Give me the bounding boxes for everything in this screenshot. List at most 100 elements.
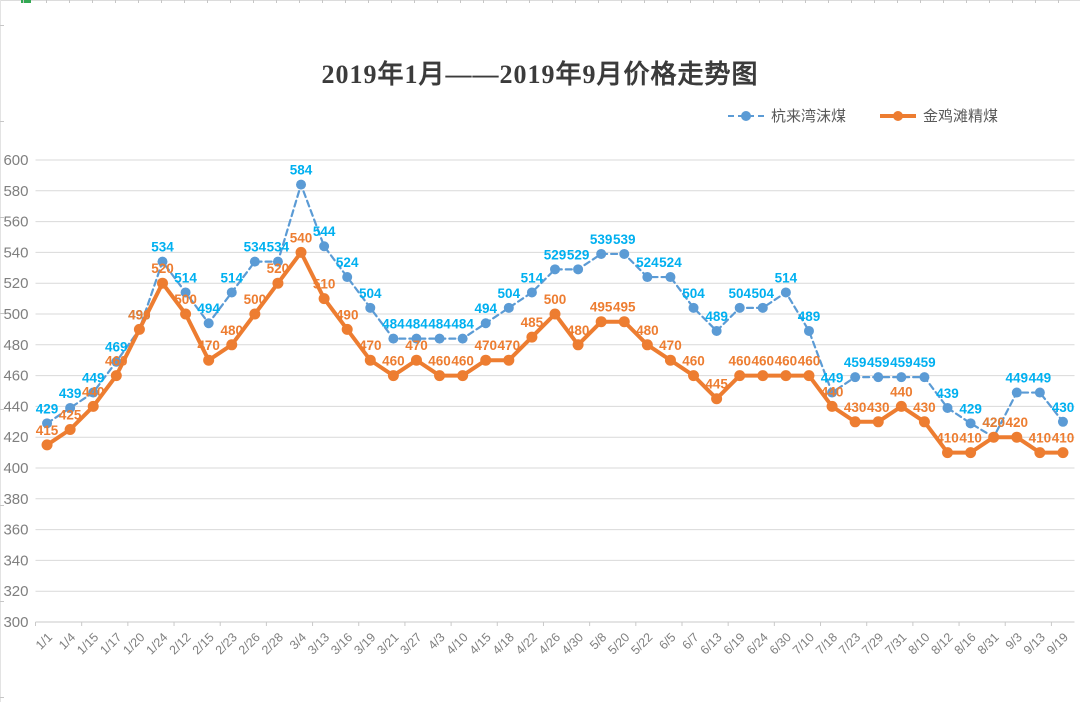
data-point-marker[interactable] xyxy=(1011,431,1023,443)
y-axis-label: 560 xyxy=(3,214,28,231)
data-point-marker[interactable] xyxy=(272,277,284,289)
data-point-marker[interactable] xyxy=(296,179,307,190)
data-point-marker[interactable] xyxy=(826,400,838,412)
data-point-marker[interactable] xyxy=(619,248,630,259)
data-point-marker[interactable] xyxy=(480,354,492,366)
data-point-marker[interactable] xyxy=(711,393,723,405)
sheet-row-tick xyxy=(0,697,4,698)
data-point-marker[interactable] xyxy=(180,287,191,298)
data-point-marker[interactable] xyxy=(873,372,884,383)
data-point-marker[interactable] xyxy=(249,256,260,267)
data-point-marker[interactable] xyxy=(226,339,238,351)
data-point-marker[interactable] xyxy=(156,277,168,289)
data-point-marker[interactable] xyxy=(457,333,468,344)
data-point-marker[interactable] xyxy=(688,370,700,382)
data-point-marker[interactable] xyxy=(364,354,376,366)
data-point-marker[interactable] xyxy=(410,354,422,366)
legend-item-hanglaiwan[interactable]: 杭来湾沫煤 xyxy=(728,105,846,126)
data-point-marker[interactable] xyxy=(942,447,954,459)
data-point-marker[interactable] xyxy=(734,370,746,382)
legend-item-jinjitan[interactable]: 金鸡滩精煤 xyxy=(880,105,998,126)
data-point-marker[interactable] xyxy=(734,302,745,313)
data-point-marker[interactable] xyxy=(434,370,446,382)
data-point-marker[interactable] xyxy=(295,246,307,258)
data-point-marker[interactable] xyxy=(1034,387,1045,398)
data-point-marker[interactable] xyxy=(1034,447,1046,459)
data-point-marker[interactable] xyxy=(411,333,422,344)
data-point-marker[interactable] xyxy=(573,264,584,275)
data-point-marker[interactable] xyxy=(319,241,330,252)
data-point-marker[interactable] xyxy=(550,264,560,275)
data-point-marker[interactable] xyxy=(318,293,330,305)
data-point-marker[interactable] xyxy=(41,439,53,451)
data-point-marker[interactable] xyxy=(1011,387,1022,398)
data-point-marker[interactable] xyxy=(526,331,538,343)
data-point-marker[interactable] xyxy=(919,372,930,383)
data-point-marker[interactable] xyxy=(849,416,861,428)
data-point-marker[interactable] xyxy=(180,308,192,320)
data-point-marker[interactable] xyxy=(110,370,122,382)
data-point-marker[interactable] xyxy=(341,323,353,335)
data-point-marker[interactable] xyxy=(88,387,99,398)
data-label: 470 xyxy=(659,338,682,353)
data-point-marker[interactable] xyxy=(503,302,514,313)
data-point-marker[interactable] xyxy=(203,354,215,366)
data-point-marker[interactable] xyxy=(342,272,353,283)
data-point-marker[interactable] xyxy=(595,316,607,328)
data-point-marker[interactable] xyxy=(65,402,76,413)
data-point-marker[interactable] xyxy=(42,418,53,429)
data-point-marker[interactable] xyxy=(988,431,1000,443)
data-point-marker[interactable] xyxy=(226,287,237,298)
data-point-marker[interactable] xyxy=(1057,416,1068,427)
data-point-marker[interactable] xyxy=(642,272,653,283)
data-point-marker[interactable] xyxy=(757,370,769,382)
data-point-marker[interactable] xyxy=(618,316,630,328)
data-label: 514 xyxy=(174,270,197,285)
data-point-marker[interactable] xyxy=(1057,447,1069,459)
data-point-marker[interactable] xyxy=(434,333,445,344)
data-point-marker[interactable] xyxy=(780,287,791,298)
data-point-marker[interactable] xyxy=(942,402,953,413)
data-point-marker[interactable] xyxy=(641,339,653,351)
data-point-marker[interactable] xyxy=(111,356,122,367)
data-point-marker[interactable] xyxy=(803,325,814,336)
data-point-marker[interactable] xyxy=(757,302,768,313)
data-point-marker[interactable] xyxy=(157,256,168,267)
data-point-marker[interactable] xyxy=(133,323,145,335)
data-point-marker[interactable] xyxy=(249,308,261,320)
data-label: 534 xyxy=(151,240,174,255)
data-point-marker[interactable] xyxy=(665,272,676,283)
data-point-marker[interactable] xyxy=(965,447,977,459)
data-point-marker[interactable] xyxy=(896,372,907,383)
data-point-marker[interactable] xyxy=(596,248,607,259)
data-point-marker[interactable] xyxy=(503,354,515,366)
data-point-marker[interactable] xyxy=(387,370,399,382)
data-point-marker[interactable] xyxy=(918,416,930,428)
data-point-marker[interactable] xyxy=(388,333,399,344)
data-label: 490 xyxy=(336,307,359,322)
data-point-marker[interactable] xyxy=(203,318,214,329)
data-label: 440 xyxy=(821,384,844,399)
data-point-marker[interactable] xyxy=(572,339,584,351)
data-point-marker[interactable] xyxy=(688,302,699,313)
data-point-marker[interactable] xyxy=(272,256,283,267)
data-point-marker[interactable] xyxy=(64,424,76,435)
data-point-marker[interactable] xyxy=(895,400,907,412)
data-point-marker[interactable] xyxy=(780,370,792,382)
data-point-marker[interactable] xyxy=(711,325,722,336)
data-point-marker[interactable] xyxy=(526,287,537,298)
data-point-marker[interactable] xyxy=(827,387,838,398)
data-point-marker[interactable] xyxy=(965,418,976,429)
data-point-marker[interactable] xyxy=(803,370,815,382)
data-point-marker[interactable] xyxy=(850,372,861,383)
data-point-marker[interactable] xyxy=(457,370,469,382)
data-point-marker[interactable] xyxy=(872,416,884,428)
data-point-marker[interactable] xyxy=(87,400,99,412)
data-point-marker[interactable] xyxy=(480,318,491,329)
chart-title[interactable]: 2019年1月——2019年9月价格走势图 xyxy=(321,60,759,89)
data-point-marker[interactable] xyxy=(664,354,676,366)
data-point-marker[interactable] xyxy=(549,308,561,320)
x-axis-label: 6/30 xyxy=(767,630,794,657)
data-point-marker[interactable] xyxy=(365,302,376,313)
data-label: 440 xyxy=(82,384,105,399)
